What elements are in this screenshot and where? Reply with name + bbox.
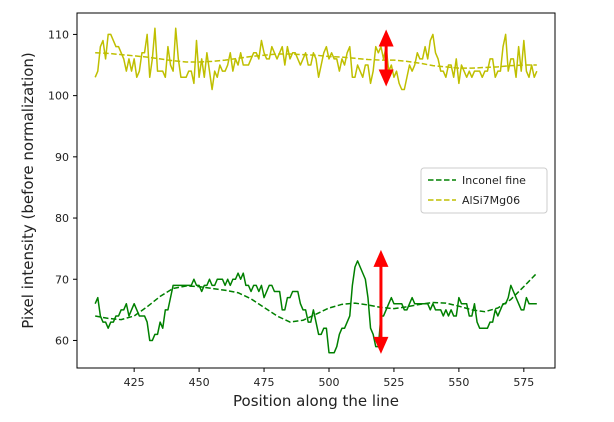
series-inconel-fine-fit-line: [95, 272, 538, 323]
y-axis-label: Pixel intensity (before normalization): [19, 52, 37, 329]
series-alsi7mg06-fit-line: [95, 52, 537, 69]
x-tick-label: 425: [124, 376, 145, 389]
x-tick-label: 450: [189, 376, 210, 389]
legend-label-alsi: AlSi7Mg06: [462, 194, 520, 207]
x-axis-label: Position along the line: [233, 392, 399, 410]
x-tick-label: 475: [254, 376, 275, 389]
y-tick-label: 80: [55, 212, 69, 225]
legend: Inconel fine AlSi7Mg06: [420, 167, 548, 214]
plot-frame: [76, 12, 556, 369]
y-tick-label: 110: [48, 28, 69, 41]
legend-label-inconel: Inconel fine: [462, 174, 526, 187]
series-inconel-fine-raw-line: [94, 260, 537, 354]
x-tick-label: 550: [448, 376, 469, 389]
double-arrow-annotation: [378, 29, 394, 87]
y-tick-label: 90: [55, 151, 69, 164]
y-tick-label: 70: [55, 273, 69, 286]
y-tick-label: 60: [55, 334, 69, 347]
double-arrow-annotation: [373, 249, 389, 354]
series-alsi7mg06-raw-line: [94, 27, 538, 91]
x-tick-label: 500: [318, 376, 339, 389]
x-tick-label: 575: [513, 376, 534, 389]
y-tick-label: 100: [48, 90, 69, 103]
x-tick-label: 525: [383, 376, 404, 389]
